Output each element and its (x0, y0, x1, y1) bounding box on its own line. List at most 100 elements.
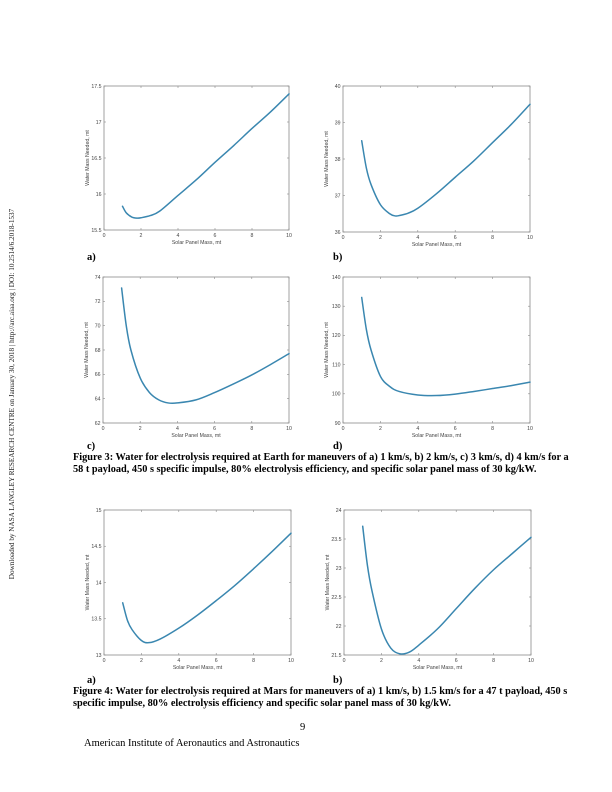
x-tick-label: 6 (213, 426, 216, 432)
series-line (360, 296, 531, 397)
x-tick-label: 8 (491, 235, 494, 241)
figure3-caption-line1: Figure 3: Water for electrolysis require… (73, 452, 569, 463)
figure4-caption-line2: specific impulse, 80% electrolysis effic… (73, 698, 451, 709)
footer-text: American Institute of Aeronautics and As… (84, 738, 300, 749)
x-tick-label: 6 (214, 233, 217, 239)
y-tick-label: 100 (332, 392, 341, 398)
series-line (121, 93, 290, 219)
y-tick-label: 14.5 (91, 544, 101, 550)
x-tick-label: 10 (288, 658, 294, 664)
chart-fig3a: 0 2 4 6 8 10 15.5 16 16.5 17 17.5 Solar Panel Mass,… (85, 84, 292, 246)
x-tick-label: 10 (286, 426, 292, 432)
figure4-caption-line1: Figure 4: Water for electrolysis require… (73, 686, 568, 697)
y-tick-label: 17 (96, 120, 102, 126)
x-axis-label: Solar Panel Mass, mt (413, 665, 463, 671)
chart-svg: 0 2 4 6 8 10 15.5 16 16.5 17 17.5 Solar Panel Mass,… (85, 84, 292, 246)
y-axis-label: Water Mass Needed, mt (325, 554, 331, 610)
x-tick-label: 0 (103, 233, 106, 239)
x-tick-label: 0 (342, 235, 345, 241)
x-tick-label: 2 (139, 426, 142, 432)
y-tick-label: 68 (95, 348, 101, 354)
chart-svg: 0 2 4 6 8 10 36 37 38 39 40 Solar Panel Mass, mt Wat… (324, 84, 533, 248)
axes-box (103, 509, 292, 656)
y-tick-label: 74 (95, 275, 101, 281)
x-tick-label: 6 (455, 658, 458, 664)
y-tick-label: 130 (332, 304, 341, 310)
chart-svg: 0 2 4 6 8 10 13 13.5 14 14.5 15 Solar Panel Mass, m… (85, 508, 294, 671)
x-tick-label: 8 (492, 658, 495, 664)
y-axis-label: Water Mass Needed, mt (85, 554, 91, 610)
y-axis-label: Water Mass Needed, mt (324, 131, 330, 187)
x-axis-label: Solar Panel Mass, mt (172, 240, 222, 246)
x-tick-label: 8 (250, 426, 253, 432)
y-tick-label: 110 (332, 362, 340, 368)
y-tick-label: 22.5 (331, 595, 341, 601)
fig3-panel-label-d: d) (333, 441, 343, 452)
y-tick-label: 14 (96, 580, 102, 586)
x-tick-label: 6 (454, 235, 457, 241)
x-tick-label: 10 (527, 235, 533, 241)
y-tick-label: 66 (95, 372, 101, 378)
axes-box (103, 85, 290, 231)
y-tick-label: 23.5 (331, 537, 341, 543)
y-tick-label: 38 (335, 157, 341, 163)
x-tick-label: 8 (252, 658, 255, 664)
x-tick-label: 4 (176, 426, 179, 432)
chart-fig4b: 0 2 4 6 8 10 21.5 22 22.5 23 23.5 24 Solar Panel Mas… (325, 508, 534, 671)
x-tick-label: 0 (102, 426, 105, 432)
y-tick-label: 21.5 (331, 653, 341, 659)
axes-box (343, 509, 532, 656)
y-tick-label: 37 (335, 193, 341, 199)
x-tick-label: 0 (103, 658, 106, 664)
x-tick-label: 2 (379, 235, 382, 241)
page-number: 9 (300, 722, 306, 733)
x-tick-label: 10 (527, 426, 533, 432)
figure3-caption: Figure 3: Water for electrolysis require… (73, 452, 593, 476)
figure4-caption: Figure 4: Water for electrolysis require… (73, 686, 593, 710)
y-tick-label: 22 (336, 624, 342, 630)
y-axis-label: Water Mass Needed, mt (85, 130, 91, 186)
y-axis-label: Water Mass Needed, mt (324, 322, 330, 378)
y-tick-label: 13.5 (91, 617, 101, 623)
x-tick-label: 6 (215, 658, 218, 664)
download-watermark: Downloaded by NASA LANGLEY RESEARCH CENT… (8, 208, 16, 580)
y-tick-label: 39 (335, 120, 341, 126)
y-tick-label: 15.5 (91, 228, 101, 234)
x-tick-label: 4 (417, 658, 420, 664)
fig3-panel-label-c: c) (87, 441, 96, 452)
y-tick-label: 70 (95, 323, 101, 329)
y-tick-label: 90 (335, 421, 341, 427)
y-tick-label: 36 (335, 230, 341, 236)
x-tick-label: 8 (491, 426, 494, 432)
x-tick-label: 2 (140, 658, 143, 664)
x-tick-label: 4 (177, 233, 180, 239)
fig4-panel-label-b: b) (333, 675, 343, 686)
figure3-caption-line2: 58 t payload, 450 s specific impulse, 80… (73, 464, 537, 475)
fig3-panel-label-b: b) (333, 252, 343, 263)
y-tick-label: 16 (96, 192, 102, 198)
series-line (121, 532, 292, 644)
x-tick-label: 10 (528, 658, 534, 664)
y-tick-label: 13 (96, 653, 102, 659)
x-tick-label: 0 (342, 426, 345, 432)
y-tick-label: 62 (95, 421, 101, 427)
x-tick-label: 6 (454, 426, 457, 432)
fig4-panel-label-a: a) (87, 675, 96, 686)
x-tick-label: 4 (416, 426, 419, 432)
y-tick-label: 40 (335, 84, 341, 90)
y-tick-label: 24 (336, 508, 342, 514)
axes-box (342, 276, 531, 424)
x-tick-label: 2 (380, 658, 383, 664)
y-tick-label: 64 (95, 396, 101, 402)
fig3-panel-label-a: a) (87, 252, 96, 263)
y-tick-label: 15 (96, 508, 102, 514)
x-tick-label: 8 (251, 233, 254, 239)
x-axis-label: Solar Panel Mass, mt (412, 242, 462, 248)
x-tick-label: 4 (416, 235, 419, 241)
y-tick-label: 120 (332, 333, 341, 339)
chart-svg: 0 2 4 6 8 10 90 100 110 120 130 140 Solar Panel Mass… (324, 275, 533, 439)
x-tick-label: 2 (379, 426, 382, 432)
x-tick-label: 2 (140, 233, 143, 239)
y-axis-label: Water Mass Needed, mt (84, 322, 90, 378)
